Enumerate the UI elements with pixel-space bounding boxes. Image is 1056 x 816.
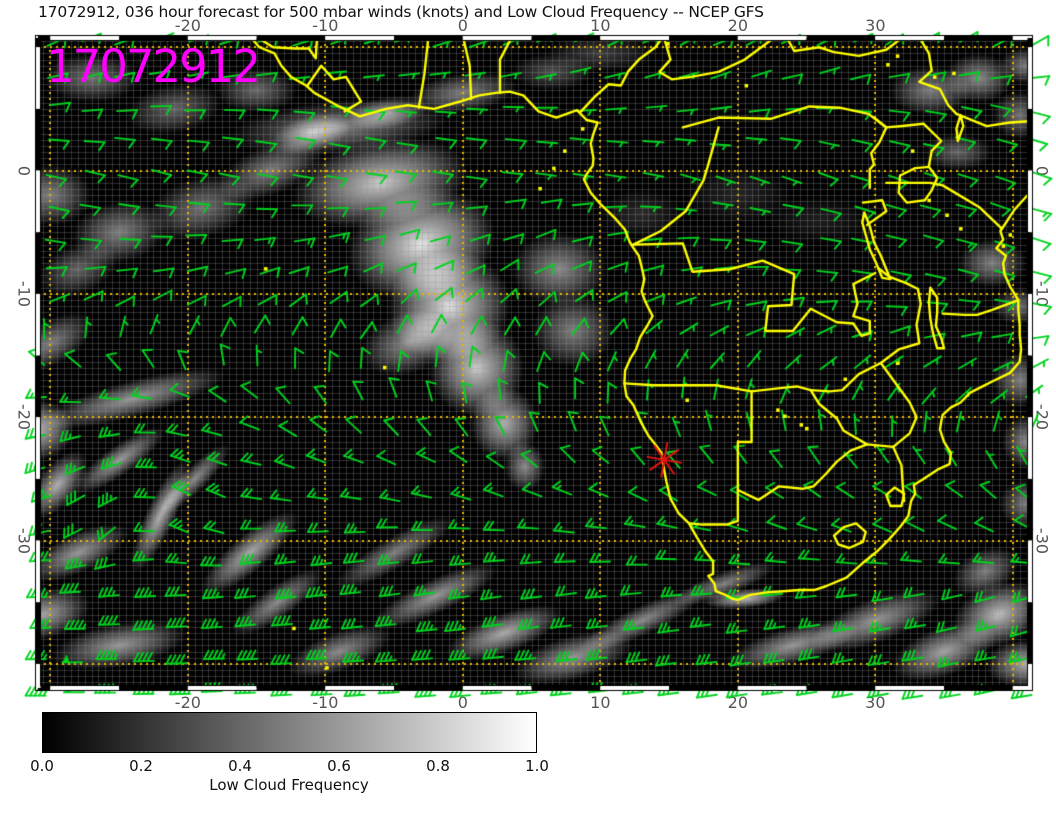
- run-stamp: 17072912: [46, 40, 261, 93]
